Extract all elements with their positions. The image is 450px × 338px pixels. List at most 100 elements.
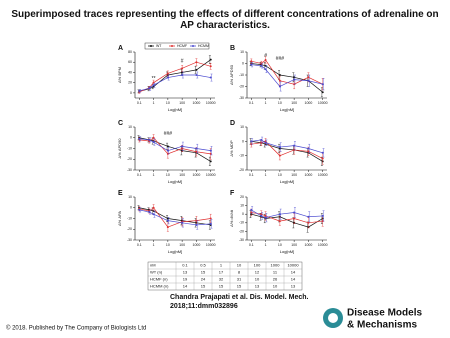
panel-letter: D [230, 120, 235, 127]
data-point [278, 154, 281, 157]
x-tick-label: 1000 [193, 101, 201, 105]
data-point [209, 160, 212, 163]
y-tick-label: 10 [240, 125, 244, 129]
table-cell: 31 [237, 277, 242, 282]
x-tick-label: 100 [291, 243, 297, 247]
legend-label: HCMM [198, 44, 209, 48]
data-point [260, 214, 263, 217]
data-point [278, 79, 281, 82]
annotation: ### [164, 131, 173, 137]
table-header: 0.5 [200, 263, 206, 268]
panel-letter: B [230, 45, 235, 52]
y-tick-label: 80 [128, 50, 132, 54]
data-point [321, 83, 324, 86]
y-tick-label: 40 [128, 70, 132, 74]
data-point [264, 59, 267, 62]
data-point [138, 89, 141, 92]
panel-letter: A [118, 45, 123, 52]
data-point [152, 141, 155, 144]
data-point [209, 217, 212, 220]
panel-letter: E [118, 190, 123, 197]
data-point [166, 219, 169, 222]
table-header: 10000 [287, 263, 299, 268]
table-header: 10 [237, 263, 242, 268]
data-point [264, 141, 267, 144]
x-axis-label: Log[nM] [280, 249, 294, 254]
x-tick-label: 100 [291, 173, 297, 177]
logo-text: & Mechanisms [347, 320, 417, 331]
table-cell: 26 [273, 277, 278, 282]
table-cell: 13 [255, 284, 260, 289]
data-point [278, 146, 281, 149]
table-cell: 15 [201, 270, 206, 275]
series-line [251, 140, 323, 162]
annotation: ### [276, 56, 285, 62]
x-tick-label: 1 [265, 173, 267, 177]
y-tick-label: -10 [127, 216, 132, 220]
x-tick-label: 1 [153, 173, 155, 177]
x-tick-label: 10000 [206, 173, 216, 177]
x-tick-label: 10000 [206, 101, 216, 105]
data-point [321, 91, 324, 94]
table-cell: 15 [201, 284, 206, 289]
logo-icon [328, 313, 338, 323]
data-point [166, 72, 169, 75]
y-tick-label: -30 [239, 238, 244, 242]
y-tick-label: -10 [239, 154, 244, 158]
data-point [166, 145, 169, 148]
table-cell: 14 [183, 284, 188, 289]
x-tick-label: 0.1 [249, 173, 254, 177]
x-tick-label: 0.1 [249, 101, 254, 105]
x-tick-label: 1 [153, 101, 155, 105]
data-point [264, 216, 267, 219]
data-point [138, 137, 141, 140]
x-tick-label: 0.1 [137, 101, 142, 105]
table-cell: 13 [291, 284, 296, 289]
panel-letter: F [230, 190, 235, 197]
data-point [307, 215, 310, 218]
data-point [209, 152, 212, 155]
y-axis-label: Δ% MDP [229, 140, 234, 157]
x-tick-label: 10 [166, 243, 170, 247]
x-tick-label: 10000 [318, 173, 328, 177]
y-axis-label: Δ% APA [117, 211, 122, 226]
x-tick-label: 1000 [193, 173, 201, 177]
table-header: 0.1 [182, 263, 188, 268]
data-point [148, 211, 151, 214]
x-tick-label: 100 [291, 101, 297, 105]
panel: F Δ% dV/dt Log[nM] -30 -20 -10 0 10 20 0.1 1 10 100 1… [229, 190, 328, 254]
y-axis-label: Δ% APD50 [229, 64, 234, 85]
data-point [195, 223, 198, 226]
y-tick-label: 0 [130, 206, 132, 210]
table-cell: WT (n) [150, 270, 163, 275]
data-point [293, 78, 296, 81]
data-point [293, 144, 296, 147]
table-cell: 24 [201, 277, 206, 282]
data-point [250, 60, 253, 63]
y-tick-label: 20 [240, 195, 244, 199]
table-header: 1000 [271, 263, 281, 268]
table-header: nM [150, 263, 156, 268]
table-header: 1 [220, 263, 223, 268]
y-tick-label: -10 [239, 73, 244, 77]
y-tick-label: 0 [242, 61, 244, 65]
legend: WT HCMF HCMM [144, 42, 210, 50]
slide-title: Superimposed traces representing the eff… [11, 9, 438, 31]
data-point [278, 220, 281, 223]
data-point [195, 61, 198, 64]
y-tick-label: 0 [242, 139, 244, 143]
annotation: # [181, 59, 184, 65]
table-header: 100 [254, 263, 261, 268]
data-point [166, 76, 169, 79]
data-point [166, 149, 169, 152]
data-point [166, 226, 169, 229]
data-point [250, 63, 253, 66]
y-tick-label: -20 [127, 157, 132, 161]
x-tick-label: 0.1 [249, 243, 254, 247]
y-tick-label: 60 [128, 60, 132, 64]
x-tick-label: 0.1 [137, 173, 142, 177]
x-tick-label: 1000 [305, 243, 313, 247]
y-tick-label: 20 [128, 81, 132, 85]
panel: C Δ% APD90 Log[nM] -30 -20 -10 0 10 0.1 1 10 100 100… [117, 120, 216, 184]
